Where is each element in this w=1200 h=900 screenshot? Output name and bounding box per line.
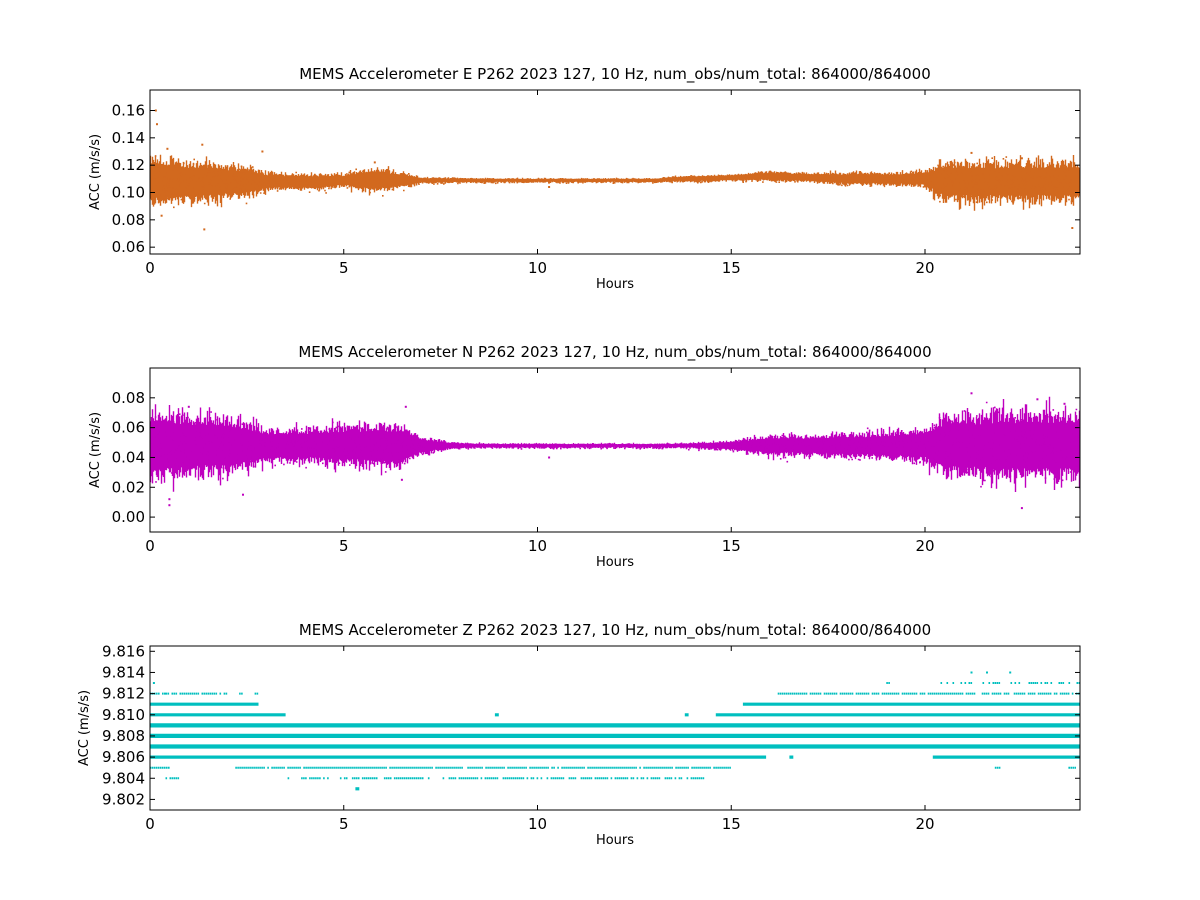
x-tick-label-n: 15 xyxy=(722,537,741,555)
x-axis-label-z: Hours xyxy=(596,833,634,848)
x-ticks-z: 0 5 10 15 20 xyxy=(145,646,935,833)
data-point-e xyxy=(548,186,551,188)
y-tick-label-z: 9.812 xyxy=(102,685,145,703)
y-tick-label-e: 0.08 xyxy=(112,211,145,229)
x-tick-label-n: 10 xyxy=(528,537,547,555)
y-ticks-z: 9.802 9.804 9.806 9.808 9.810 9.812 9.814 9.816 xyxy=(102,642,1080,808)
x-tick-label-z: 15 xyxy=(722,815,741,833)
y-tick-label-z: 9.814 xyxy=(102,663,145,681)
y-tick-label-n: 0.06 xyxy=(112,419,145,437)
y-tick-label-z: 9.804 xyxy=(102,769,145,787)
x-axis-label-n: Hours xyxy=(596,555,634,570)
data-point-n xyxy=(1036,398,1039,401)
data-point-e xyxy=(373,161,376,164)
x-tick-label-e: 0 xyxy=(145,259,155,277)
data-point-e xyxy=(160,214,163,217)
y-tick-label-e: 0.10 xyxy=(112,184,145,202)
data-points-z xyxy=(150,671,1080,791)
x-tick-label-z: 0 xyxy=(145,815,155,833)
y-axis-label-z: ACC (m/s/s) xyxy=(77,690,92,766)
x-ticks-n: 0 5 10 15 20 xyxy=(145,368,935,555)
data-point-e xyxy=(201,143,204,146)
y-axis-label-n: ACC (m/s/s) xyxy=(88,412,103,488)
data-point-n xyxy=(548,456,551,459)
panel-n: MEMS Accelerometer N P262 2023 127, 10 H… xyxy=(88,343,1081,570)
data-point-n xyxy=(404,405,407,408)
data-point-n xyxy=(187,405,190,408)
data-point-e xyxy=(154,109,157,112)
x-tick-label-e: 15 xyxy=(722,259,741,277)
y-ticks-e: 0.06 0.08 0.10 0.12 0.14 0.16 xyxy=(112,102,1080,256)
data-point-n xyxy=(168,504,171,507)
chart-title-z: MEMS Accelerometer Z P262 2023 127, 10 H… xyxy=(299,621,931,640)
data-point-z xyxy=(970,671,973,674)
x-tick-label-e: 5 xyxy=(339,259,349,277)
y-tick-label-e: 0.14 xyxy=(112,129,145,147)
plot-frame-z xyxy=(149,645,1081,811)
data-point-n xyxy=(242,493,244,496)
data-point-e xyxy=(261,150,264,153)
x-tick-label-n: 20 xyxy=(915,537,934,555)
x-tick-label-z: 5 xyxy=(339,815,349,833)
plot-frame-e xyxy=(149,89,1081,255)
plot-frame-n xyxy=(149,367,1081,533)
y-ticks-n: 0.00 0.02 0.04 0.06 0.08 xyxy=(112,389,1080,526)
panel-e: MEMS Accelerometer E P262 2023 127, 10 H… xyxy=(88,65,1081,292)
y-tick-label-n: 0.04 xyxy=(112,448,145,466)
y-tick-label-z: 9.808 xyxy=(102,727,145,745)
y-axis-label-e: ACC (m/s/s) xyxy=(88,134,103,210)
y-tick-label-z: 9.802 xyxy=(102,790,145,808)
y-tick-label-z: 9.816 xyxy=(102,642,145,660)
x-tick-label-e: 20 xyxy=(915,259,934,277)
data-point-e xyxy=(156,123,158,126)
data-scatter-e xyxy=(152,155,1080,209)
y-tick-label-n: 0.02 xyxy=(112,478,145,496)
y-tick-label-z: 9.810 xyxy=(102,706,145,724)
x-axis-label-e: Hours xyxy=(596,277,634,292)
data-point-e xyxy=(203,228,206,231)
x-tick-label-n: 0 xyxy=(145,537,155,555)
y-tick-label-e: 0.12 xyxy=(112,156,145,174)
x-tick-label-z: 10 xyxy=(528,815,547,833)
data-point-n xyxy=(1020,507,1023,510)
data-point-e xyxy=(1071,227,1074,229)
data-point-e xyxy=(166,147,169,150)
x-tick-label-z: 20 xyxy=(915,815,934,833)
y-tick-label-e: 0.06 xyxy=(112,238,145,256)
chart-title-e: MEMS Accelerometer E P262 2023 127, 10 H… xyxy=(299,65,931,84)
y-tick-label-n: 0.00 xyxy=(112,508,145,526)
chart-title-n: MEMS Accelerometer N P262 2023 127, 10 H… xyxy=(298,343,931,362)
data-point-z xyxy=(152,682,155,684)
x-tick-label-e: 10 xyxy=(528,259,547,277)
x-ticks-e: 0 5 10 15 20 xyxy=(145,90,935,277)
data-point-e xyxy=(970,151,973,154)
data-point-z xyxy=(1009,671,1012,674)
y-tick-label-z: 9.806 xyxy=(102,748,145,766)
data-point-n xyxy=(168,498,171,501)
y-tick-label-n: 0.08 xyxy=(112,389,145,407)
y-tick-label-e: 0.16 xyxy=(112,102,145,120)
data-point-n xyxy=(1063,402,1066,405)
data-point-n xyxy=(400,478,403,481)
panel-z: MEMS Accelerometer Z P262 2023 127, 10 H… xyxy=(77,621,1081,848)
data-point-n xyxy=(970,392,973,395)
data-point-z xyxy=(986,671,988,674)
x-tick-label-n: 5 xyxy=(339,537,349,555)
data-point-e xyxy=(1020,157,1023,160)
